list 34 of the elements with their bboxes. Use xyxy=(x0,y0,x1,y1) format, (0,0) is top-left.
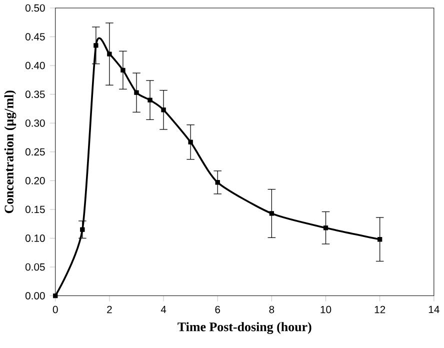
point xyxy=(215,180,220,185)
y-tick-label: 0.20 xyxy=(25,177,45,185)
y-tick-label: 0.35 xyxy=(25,90,45,98)
point xyxy=(378,237,382,242)
x-tick-label: 6 xyxy=(215,306,220,314)
y-tick-label: 0.30 xyxy=(25,120,45,127)
x-tick-label: 2 xyxy=(107,306,112,314)
point xyxy=(107,52,112,57)
point xyxy=(120,68,126,73)
point xyxy=(94,43,98,48)
point xyxy=(148,98,152,103)
y-tick-label: 0.10 xyxy=(25,234,45,242)
point xyxy=(80,227,85,232)
point xyxy=(188,140,193,145)
y-tick-label: 0.00 xyxy=(25,292,45,300)
y-tick-label: 0.15 xyxy=(25,206,45,214)
point xyxy=(134,90,139,96)
y-tick-label: 0.05 xyxy=(25,264,45,271)
x-tick-label: 12 xyxy=(374,306,386,314)
y-tick-label: 0.45 xyxy=(25,33,45,41)
x-tick-label: 4 xyxy=(160,306,166,314)
point xyxy=(53,294,58,298)
x-axis-title: Time Post-dosing (hour) xyxy=(178,322,312,334)
x-tick-label: 10 xyxy=(320,306,332,314)
point xyxy=(269,211,274,216)
y-tick-label: 0.50 xyxy=(25,4,45,12)
x-tick-label: 14 xyxy=(428,306,440,314)
y-axis-title: Concentration (µg/ml) xyxy=(4,90,16,214)
x-tick-label: 8 xyxy=(269,306,274,314)
point xyxy=(161,108,166,112)
point xyxy=(323,226,328,230)
x-tick-label: 0 xyxy=(52,306,58,314)
y-tick-label: 0.25 xyxy=(25,148,45,156)
y-tick-label: 0.40 xyxy=(25,62,45,70)
